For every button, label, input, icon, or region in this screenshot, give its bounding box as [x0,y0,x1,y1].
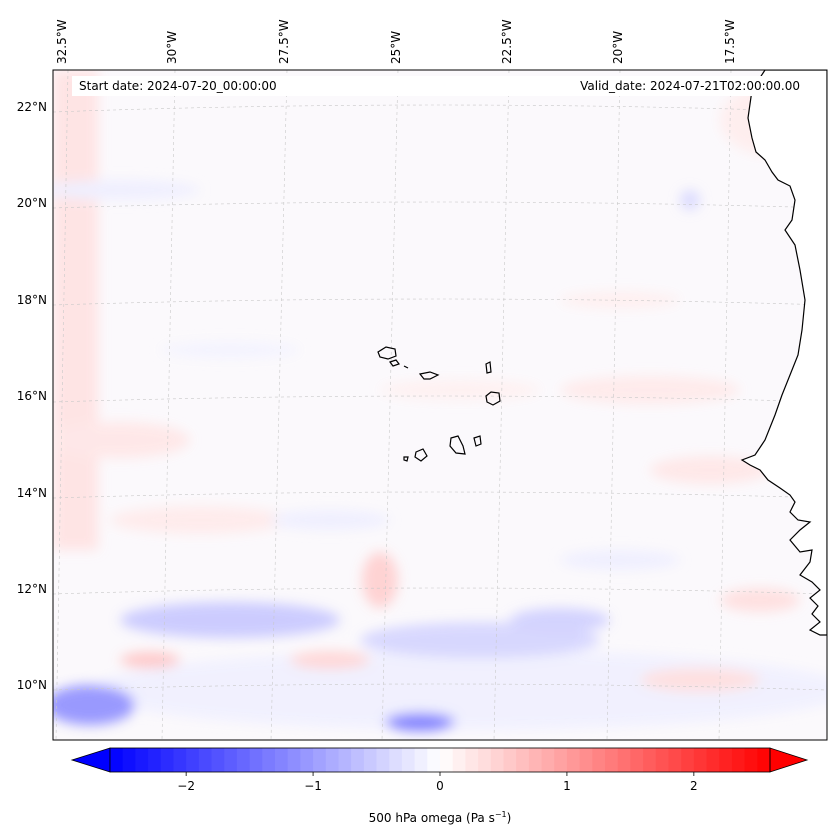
cape-verde-islands [377,346,501,462]
lat-label: 22°N [17,100,47,114]
colorbar-tick-label: −2 [177,779,195,793]
colorbar-band [503,748,517,772]
colorbar-band [325,748,340,772]
colorbar-band [566,748,581,772]
colorbar-band [719,748,733,772]
colorbar-band [681,748,695,772]
colorbar-band [414,748,428,772]
colorbar-band [236,748,251,772]
colorbar-band [224,748,238,772]
colorbar-band [554,748,568,772]
colorbar-band [706,748,720,772]
colorbar-band [338,748,352,772]
colorbar-band [643,748,657,772]
colorbar-band [275,748,289,772]
colorbar-band [744,748,758,772]
coastline-africa [740,70,827,636]
colorbar-band [198,748,213,772]
omega-field [53,70,827,740]
lat-label: 18°N [17,293,47,307]
colorbar-band [427,748,441,772]
header-box [72,76,808,96]
colorbar-band [249,748,263,772]
valid-date-label: Valid_date: 2024-07-21T02:00:00.00 [580,79,800,93]
lon-label: 30°W [165,31,179,64]
colorbar-extend-min [70,747,111,773]
colorbar-tick-label: 2 [690,779,698,793]
colorbar-band [693,748,708,772]
map-frame [52,69,828,741]
colorbar-band [262,748,276,772]
colorbar-band [160,748,175,772]
colorbar: −2 −1 0 1 2 500 hPa omega (Pa s−1) [70,747,809,825]
colorbar-band [541,748,555,772]
colorbar-band [135,748,149,772]
colorbar-ticks: −2 −1 0 1 2 [177,772,698,793]
colorbar-band [440,748,454,772]
colorbar-tick-label: 1 [563,779,571,793]
colorbar-band [186,748,200,772]
lat-label: 10°N [17,678,47,692]
lon-label: 27.5°W [277,19,291,64]
colorbar-band [401,748,416,772]
start-date-label: Start date: 2024-07-20_00:00:00 [79,79,277,93]
colorbar-band [757,748,771,772]
colorbar-band [287,748,301,772]
lon-label: 25°W [389,31,403,64]
colorbar-band [351,748,365,772]
colorbar-band [478,748,492,772]
lon-label: 17.5°W [723,19,737,64]
colorbar-band [389,748,403,772]
colorbar-band [363,748,378,772]
colorbar-label: 500 hPa omega (Pa s−1) [369,810,512,825]
lon-label: 32.5°W [55,19,69,64]
colorbar-tick-label: −1 [304,779,322,793]
colorbar-band [731,748,746,772]
colorbar-band [148,748,162,772]
colorbar-band [313,748,327,772]
lon-label: 22.5°W [500,19,514,64]
colorbar-bands [110,748,771,772]
colorbar-band [579,748,593,772]
longitude-labels: 32.5°W 30°W 27.5°W 25°W 22.5°W 20°W 17.5… [55,19,737,64]
colorbar-band [300,748,314,772]
colorbar-extend-max [769,747,809,773]
colorbar-band [617,748,631,772]
colorbar-band [668,748,682,772]
latitude-labels: 22°N 20°N 18°N 16°N 14°N 12°N 10°N [17,100,47,692]
colorbar-band [452,748,466,772]
colorbar-band [516,748,530,772]
lat-label: 20°N [17,196,47,210]
lat-label: 12°N [17,582,47,596]
colorbar-band [592,748,606,772]
lat-label: 14°N [17,486,47,500]
colorbar-band [490,748,505,772]
colorbar-band [211,748,225,772]
colorbar-band [630,748,644,772]
lat-label: 16°N [17,389,47,403]
gridlines [53,70,827,740]
colorbar-band [528,748,543,772]
colorbar-band [655,748,670,772]
colorbar-band [110,748,124,772]
colorbar-band [173,748,187,772]
colorbar-tick-label: 0 [436,779,444,793]
colorbar-band [376,748,390,772]
colorbar-band [465,748,479,772]
lon-label: 20°W [611,31,625,64]
colorbar-band [605,748,619,772]
colorbar-band [122,748,136,772]
